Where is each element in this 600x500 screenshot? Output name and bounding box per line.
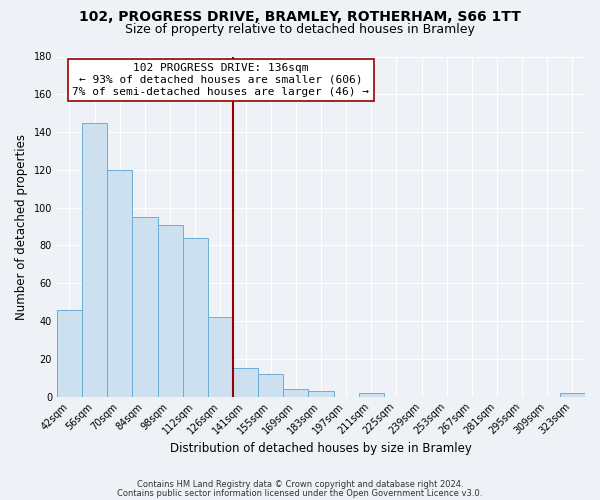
Bar [107,170,133,396]
Bar [258,374,283,396]
Bar [208,317,233,396]
Text: 102 PROGRESS DRIVE: 136sqm
← 93% of detached houses are smaller (606)
7% of semi: 102 PROGRESS DRIVE: 136sqm ← 93% of deta… [72,64,369,96]
Bar [82,122,107,396]
Bar [233,368,258,396]
Text: Contains HM Land Registry data © Crown copyright and database right 2024.: Contains HM Land Registry data © Crown c… [137,480,463,489]
Bar [182,238,208,396]
Text: 102, PROGRESS DRIVE, BRAMLEY, ROTHERHAM, S66 1TT: 102, PROGRESS DRIVE, BRAMLEY, ROTHERHAM,… [79,10,521,24]
Y-axis label: Number of detached properties: Number of detached properties [15,134,28,320]
Bar [57,310,82,396]
Bar [133,217,158,396]
Text: Size of property relative to detached houses in Bramley: Size of property relative to detached ho… [125,22,475,36]
Bar [283,389,308,396]
Text: Contains public sector information licensed under the Open Government Licence v3: Contains public sector information licen… [118,488,482,498]
Bar [359,393,384,396]
X-axis label: Distribution of detached houses by size in Bramley: Distribution of detached houses by size … [170,442,472,455]
Bar [158,224,182,396]
Bar [560,393,585,396]
Bar [308,391,334,396]
